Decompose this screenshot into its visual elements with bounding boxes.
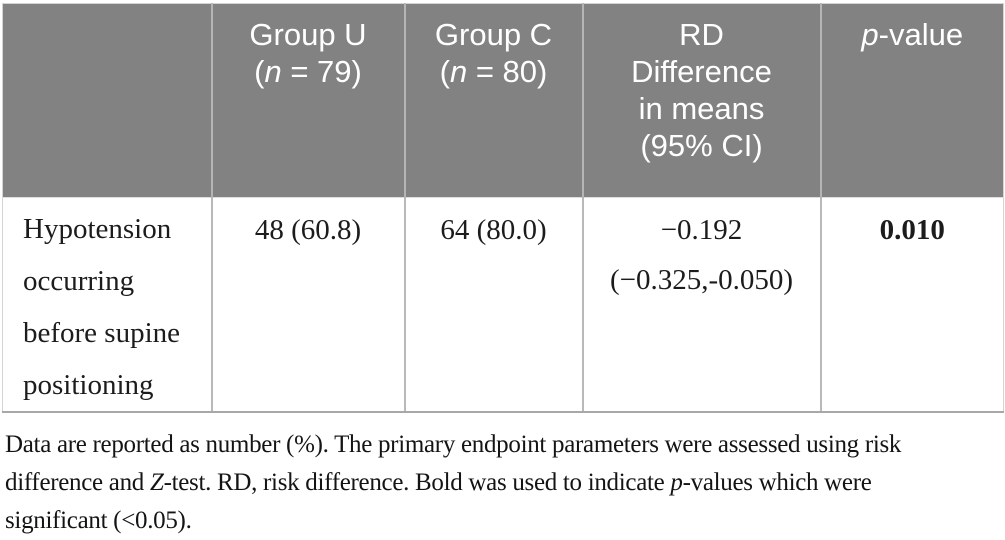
p-value-cell: 0.010 — [819, 197, 1004, 413]
row-label-line: before supine — [23, 317, 181, 349]
header-cell-p-value: p-value — [819, 3, 1004, 198]
header-group-u-name: Group U — [249, 17, 367, 52]
header-p-italic: p — [861, 17, 879, 52]
header-p-rest: -value — [878, 17, 964, 52]
group-u-value-cell: 48 (60.8) — [210, 197, 405, 413]
footnote-z-italic: Z — [149, 469, 164, 496]
rd-value-line: −0.192 — [660, 214, 743, 246]
footnote-line-2: difference and Z-test. RD, risk differen… — [5, 469, 872, 496]
header-rd-line: RD — [679, 17, 724, 52]
footnote-p-italic: p — [670, 469, 683, 496]
group-c-value-cell: 64 (80.0) — [403, 197, 583, 413]
row-label-line: positioning — [23, 369, 154, 401]
footnote-line-3: significant (<0.05). — [5, 507, 192, 534]
header-cell-rd: RD Difference in means (95% CI) — [581, 3, 821, 198]
paper-table-page: Group U (n = 79) Group C (n = 80) RD Dif… — [0, 3, 1005, 540]
header-rd-line: (95% CI) — [640, 128, 763, 163]
row-label-line: Hypotension — [23, 213, 172, 245]
table-header-row: Group U (n = 79) Group C (n = 80) RD Dif… — [2, 3, 1004, 198]
footnote-line-1: Data are reported as number (%). The pri… — [5, 431, 902, 458]
rd-value-cell: −0.192 (−0.325,-0.050) — [581, 197, 821, 413]
header-group-c-name: Group C — [434, 17, 553, 52]
header-cell-group-c: Group C (n = 80) — [403, 3, 583, 198]
header-rd-line: Difference — [631, 54, 772, 89]
header-cell-empty — [2, 3, 212, 198]
header-group-c-n: (n = 80) — [439, 54, 548, 89]
table-footnote: Data are reported as number (%). The pri… — [2, 426, 1005, 540]
primary-endpoint-table: Group U (n = 79) Group C (n = 80) RD Dif… — [2, 3, 1004, 413]
row-label-cell: Hypotension occurring before supine posi… — [2, 197, 212, 413]
table-row: Hypotension occurring before supine posi… — [2, 197, 1004, 413]
rd-value-line: (−0.325,-0.050) — [609, 264, 794, 296]
header-group-u-n: (n = 79) — [254, 54, 362, 89]
row-label-line: occurring — [23, 265, 135, 297]
header-cell-group-u: Group U (n = 79) — [210, 3, 405, 198]
header-rd-line: in means — [638, 91, 765, 126]
